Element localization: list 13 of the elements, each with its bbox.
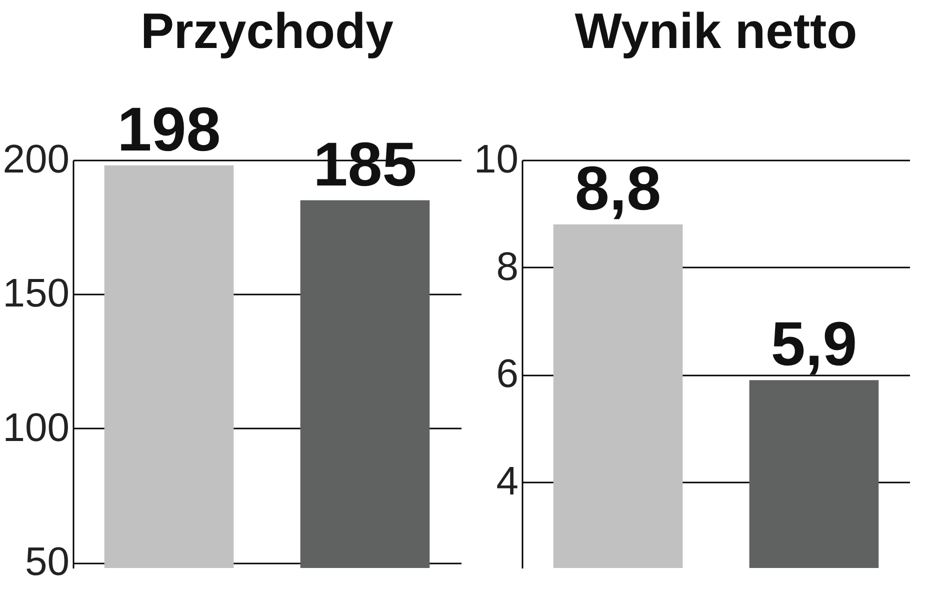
data-label: 198: [117, 95, 221, 164]
y-tick-label: 8: [496, 244, 518, 289]
data-label: 8,8: [574, 154, 662, 224]
data-label: 5,9: [770, 310, 858, 380]
y-tick-label: 200: [2, 138, 70, 182]
y-tick-label: 50: [25, 540, 70, 584]
y-tick-label: 150: [2, 272, 70, 316]
y-tick-label: 4: [496, 460, 518, 504]
y-tick-label: 100: [2, 406, 70, 450]
y-tick-label: 10: [474, 138, 518, 182]
chart-title: Przychody: [140, 3, 394, 59]
y-tick-label: 6: [496, 352, 518, 396]
chart-title: Wynik netto: [574, 3, 858, 59]
